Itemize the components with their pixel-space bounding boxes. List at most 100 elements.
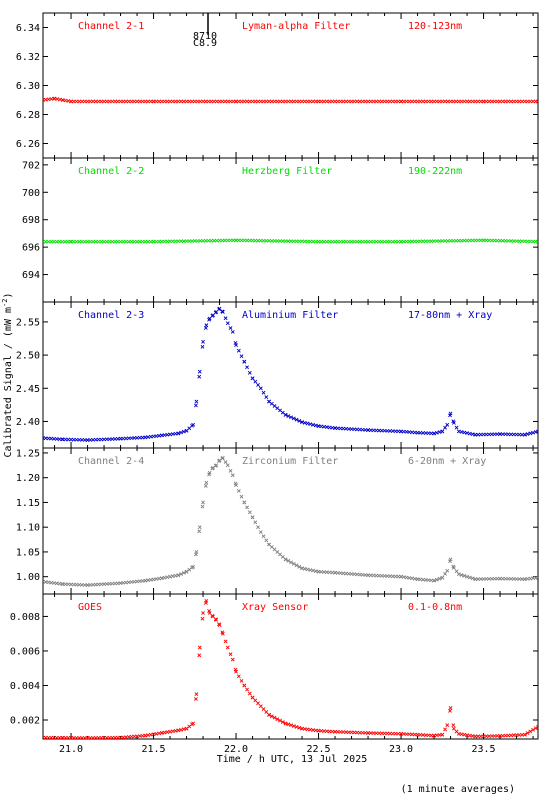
y-tick-label: 2.50: [16, 351, 40, 362]
y-tick-label: 1.00: [16, 572, 40, 583]
data-point: [525, 432, 530, 436]
data-point: [525, 731, 530, 735]
data-point: [204, 323, 209, 328]
data-point: [236, 348, 241, 353]
data-point: [536, 429, 538, 434]
panel-channel-label: Channel 2-4: [78, 456, 144, 467]
data-point: [256, 383, 260, 387]
data-point: [462, 573, 467, 578]
y-tick-label: 0.004: [10, 681, 40, 692]
data-point: [214, 617, 219, 622]
data-point: [467, 575, 472, 580]
data-point: [197, 653, 202, 658]
data-point: [305, 567, 310, 572]
data-point: [267, 712, 271, 717]
data-point: [536, 99, 538, 104]
data-point: [197, 525, 202, 530]
data-point: [250, 376, 255, 381]
data-point: [239, 354, 244, 359]
y-tick-label: 6.34: [16, 23, 40, 34]
panel-filter-label: Lyman-alpha Filter: [242, 21, 350, 32]
data-point: [253, 520, 258, 525]
y-tick-label: 6.28: [16, 110, 40, 121]
data-point: [451, 726, 456, 731]
data-point: [434, 430, 439, 435]
data-point: [256, 525, 260, 530]
data-point: [448, 706, 453, 710]
y-axis-title-end: ): [3, 293, 14, 299]
panel-frame: [42, 301, 539, 449]
data-point: [211, 614, 215, 619]
y-axis-title-main: Calibrated Signal / (mW m: [3, 307, 14, 458]
data-point: [440, 429, 445, 434]
data-point: [234, 483, 238, 488]
data-point: [258, 530, 263, 535]
data-point: [201, 500, 205, 505]
data-point: [269, 714, 274, 719]
data-point: [448, 557, 453, 562]
data-point: [63, 98, 68, 103]
data-point: [286, 722, 291, 727]
data-point: [230, 657, 235, 662]
data-point: [297, 564, 302, 569]
data-point: [197, 529, 202, 534]
data-point: [261, 707, 266, 711]
data-point: [236, 674, 241, 679]
data-point: [437, 576, 442, 581]
data-point: [443, 425, 447, 430]
x-tick-label: 23.0: [389, 744, 413, 755]
data-point: [60, 98, 65, 102]
data-point: [275, 717, 280, 722]
data-point: [291, 416, 296, 421]
data-point: [261, 534, 266, 539]
data-point: [313, 569, 318, 574]
data-point: [456, 429, 461, 434]
data-point: [181, 727, 186, 732]
data-point: [165, 575, 170, 580]
data-point: [242, 683, 247, 688]
x-axis-title: Time / h UTC, 13 Jul 2025: [217, 754, 368, 765]
data-point: [278, 718, 282, 723]
panel-3: 2.40 2.45 2.50 2.55 Channel 2-3 Aluminium Fil…: [16, 301, 539, 449]
data-point: [440, 575, 445, 580]
data-point: [194, 399, 199, 404]
panel-2: 694 696 698 700 702 Channel 2-2 Herzberg Filte…: [22, 157, 539, 303]
y-tick-label: 694: [22, 270, 40, 281]
data-point: [234, 669, 238, 674]
data-point: [242, 359, 247, 364]
data-point: [181, 570, 186, 575]
data-point: [187, 567, 192, 572]
y-tick-label: 696: [22, 243, 40, 254]
data-point: [451, 420, 456, 425]
y-tick-label: 2.40: [16, 417, 40, 428]
data-point: [302, 420, 307, 425]
data-point: [225, 463, 230, 468]
data-point: [448, 411, 453, 416]
data-point: [297, 418, 302, 423]
data-point: [258, 704, 263, 709]
data-point: [531, 727, 535, 732]
data-point: [470, 576, 475, 581]
panel-frame: [42, 593, 539, 740]
data-point: [434, 577, 439, 582]
data-point: [253, 379, 258, 384]
data-point: [179, 727, 183, 732]
data-point: [247, 691, 252, 696]
data-point: [289, 415, 293, 420]
data-point: [454, 425, 459, 430]
data-point: [191, 422, 196, 427]
x-axis: 21.0 21.5 22.0 22.5 23.0 23.5: [59, 744, 496, 755]
panel-band-label: 120-123nm: [408, 21, 462, 32]
data-point: [211, 465, 215, 470]
data-point: [220, 310, 225, 314]
data-point: [313, 423, 318, 428]
data-point: [294, 563, 299, 568]
data-point: [170, 574, 175, 579]
panel-band-label: 6-20nm + Xray: [408, 456, 486, 467]
data-point: [217, 458, 222, 463]
data-point: [440, 732, 445, 737]
flare-marker-id: 8710: [193, 31, 217, 42]
data-point: [228, 468, 233, 473]
data-point: [289, 560, 293, 565]
